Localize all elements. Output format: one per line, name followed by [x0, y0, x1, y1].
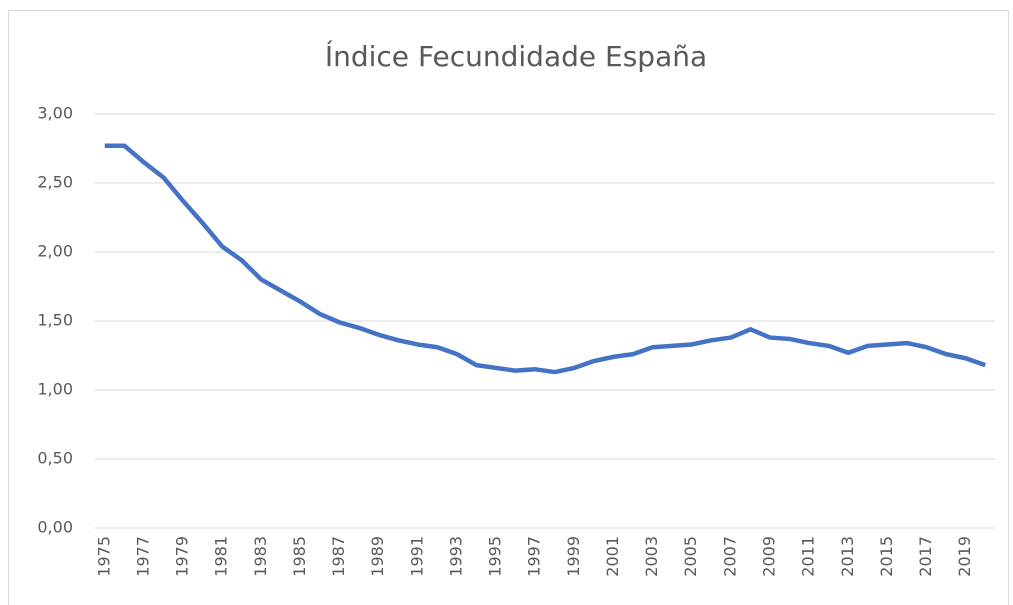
x-tick-label: 2003	[642, 536, 661, 577]
x-tick-label: 1979	[173, 536, 192, 577]
x-tick-label: 1975	[94, 536, 113, 577]
x-tick-label: 2001	[603, 536, 622, 577]
x-tick-label: 2011	[799, 536, 818, 577]
x-tick-label: 2015	[877, 536, 896, 577]
y-tick-label: 3,00	[37, 104, 73, 123]
x-tick-label: 1985	[290, 536, 309, 577]
x-tick-label: 1993	[446, 536, 465, 577]
x-tick-label: 1997	[525, 536, 544, 577]
y-tick-label: 0,00	[37, 518, 73, 537]
x-tick-label: 1987	[329, 536, 348, 577]
x-tick-label: 1989	[368, 536, 387, 577]
x-tick-label: 2013	[838, 536, 857, 577]
y-tick-label: 1,50	[37, 311, 73, 330]
x-tick-label: 2017	[916, 536, 935, 577]
x-tick-label: 1977	[133, 536, 152, 577]
y-tick-label: 2,00	[37, 242, 73, 261]
x-tick-label: 2007	[720, 536, 739, 577]
x-tick-label: 1995	[486, 536, 505, 577]
x-tick-label: 2009	[760, 536, 779, 577]
chart-title: Índice Fecundidade España	[325, 39, 707, 73]
y-tick-label: 2,50	[37, 173, 73, 192]
x-tick-label: 2005	[681, 536, 700, 577]
x-tick-label: 1991	[407, 536, 426, 577]
x-tick-label: 1983	[251, 536, 270, 577]
x-tick-label: 2019	[955, 536, 974, 577]
x-tick-label: 1999	[564, 536, 583, 577]
chart-frame	[8, 10, 1009, 605]
data-line	[104, 143, 986, 375]
y-tick-label: 1,00	[37, 380, 73, 399]
x-tick-label: 1981	[212, 536, 231, 577]
y-tick-label: 0,50	[37, 449, 73, 468]
